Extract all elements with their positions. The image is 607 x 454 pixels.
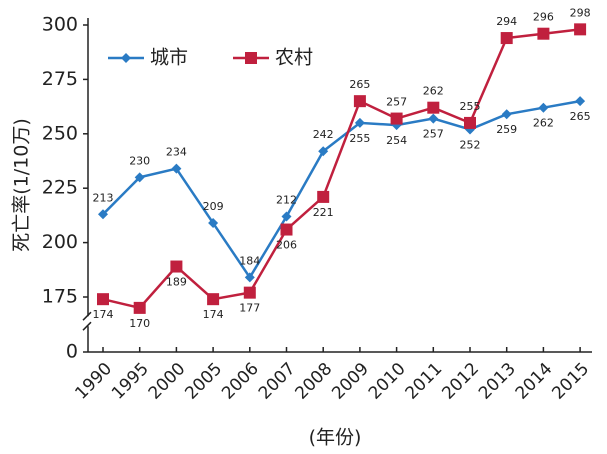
x-tick-label: 1990 [71,359,116,404]
value-label: 212 [276,193,297,206]
point [170,260,183,273]
value-label: 170 [129,317,150,330]
value-label: 177 [239,302,260,315]
value-label: 265 [349,78,370,91]
value-label: 206 [276,239,297,252]
y-tick-label: 300 [42,14,78,36]
point [244,272,255,283]
y-tick-label: 200 [42,231,78,253]
point [281,211,292,222]
value-label: 184 [239,254,260,267]
point [134,172,145,183]
legend-label: 农村 [275,47,313,69]
x-tick-label: 1995 [108,359,153,404]
value-label: 213 [93,191,114,204]
point [317,190,330,203]
value-label: 298 [570,6,591,19]
point [98,209,108,220]
series-line [102,28,581,310]
point [427,101,440,114]
value-label: 262 [533,117,554,130]
point [428,113,439,124]
point [537,27,550,40]
point [500,32,513,45]
y-tick-label: 0 [66,341,78,363]
value-label: 230 [129,154,150,167]
series-line [102,99,581,280]
value-label: 242 [313,128,334,141]
point [354,117,365,128]
point [390,112,403,125]
point [171,163,182,174]
value-label: 174 [93,308,114,321]
point [574,23,587,36]
x-tick-label: 2000 [145,359,190,404]
y-tick-label: 225 [42,177,78,199]
x-tick-label: 2009 [328,359,373,404]
point [280,223,293,236]
y-tick-label: 175 [42,286,78,308]
y-axis-title: 死亡率(1/10万) [11,118,33,252]
value-label: 252 [460,138,481,151]
legend-label: 城市 [150,47,188,69]
axis-break [82,321,92,331]
x-tick-label: 2015 [548,359,593,404]
x-tick-label: 2008 [292,359,337,404]
x-axis-title: (年份) [309,427,362,449]
value-label: 257 [423,128,444,141]
value-label: 262 [423,85,444,98]
x-tick-label: 2012 [438,359,483,404]
value-label: 174 [203,308,224,321]
point [501,109,512,120]
x-tick-label: 2014 [512,359,557,404]
y-tick-label: 250 [42,122,78,144]
x-tick-label: 2006 [218,359,263,404]
value-label: 294 [496,15,517,28]
x-tick-label: 2010 [365,359,410,404]
value-label: 259 [496,123,517,136]
point [133,301,146,314]
value-label: 265 [570,110,591,123]
value-label: 221 [313,206,334,219]
value-label: 257 [386,96,407,109]
legend-marker [121,53,131,63]
point [207,293,220,306]
x-tick-label: 2005 [181,359,226,404]
value-label: 255 [460,100,481,113]
value-label: 209 [203,200,224,213]
x-tick-label: 2013 [475,359,520,404]
point [575,96,586,107]
value-label: 254 [386,134,407,147]
axis-break [82,311,92,321]
point [353,95,366,108]
value-label: 234 [166,146,187,159]
point [97,293,109,306]
point [243,286,256,299]
value-label: 255 [349,132,370,145]
y-tick-label: 275 [42,68,78,90]
point [318,146,329,157]
legend-marker [245,52,257,64]
point [538,102,549,113]
value-label: 189 [166,276,187,289]
x-tick-label: 2007 [255,359,300,404]
point [464,116,476,129]
point [208,218,219,229]
value-label: 296 [533,11,554,24]
x-tick-label: 2011 [402,359,447,404]
